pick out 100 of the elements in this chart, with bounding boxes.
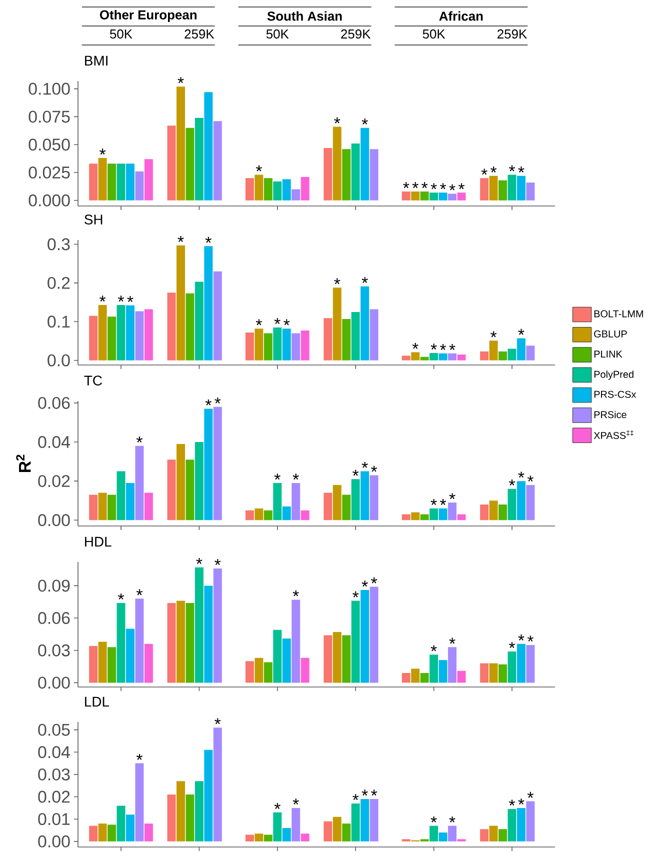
- bar: [402, 514, 410, 520]
- bar: [135, 171, 144, 200]
- bar: [360, 286, 370, 360]
- data-label: *: [362, 790, 368, 796]
- bar: [420, 356, 429, 360]
- bar: [332, 126, 342, 200]
- data-label: *: [214, 718, 221, 724]
- bar: [430, 654, 438, 683]
- bar: [167, 602, 176, 683]
- bar: [402, 356, 410, 360]
- bar: [108, 647, 116, 683]
- data-label: *: [449, 816, 456, 822]
- bar: [402, 191, 410, 200]
- bar: [167, 794, 176, 842]
- bar: [98, 642, 107, 683]
- bar: [186, 293, 194, 360]
- bar: [332, 632, 342, 683]
- data-label: *: [527, 636, 534, 642]
- bar: [342, 824, 351, 842]
- data-label: *: [274, 318, 280, 324]
- x-tick-label: 259K: [498, 29, 527, 39]
- bar: [480, 829, 489, 842]
- bar: [448, 647, 456, 683]
- legend-label: PRSice: [594, 410, 626, 418]
- bar: [370, 149, 378, 200]
- y-tick-label: 0.2: [48, 276, 70, 289]
- data-label: *: [334, 117, 340, 124]
- bar: [108, 316, 116, 360]
- data-label: *: [412, 342, 418, 349]
- bar: [194, 282, 204, 360]
- data-label: *: [490, 331, 497, 338]
- bar: [526, 182, 535, 200]
- bar: [89, 164, 98, 200]
- x-tick-label: 259K: [184, 29, 214, 39]
- data-label: *: [100, 148, 106, 155]
- bar: [264, 333, 272, 360]
- bar: [411, 668, 420, 683]
- bar: [489, 663, 498, 683]
- bar: [489, 500, 498, 520]
- bar: [324, 492, 332, 520]
- data-label: *: [214, 559, 221, 566]
- bar: [135, 763, 144, 842]
- data-label: *: [440, 344, 446, 350]
- bar: [411, 512, 420, 520]
- bar: [360, 799, 370, 842]
- bar: [144, 492, 153, 520]
- bar: [324, 318, 332, 360]
- y-tick-label: 0.050: [28, 138, 70, 151]
- bar: [438, 353, 448, 360]
- bar: [498, 504, 508, 520]
- data-label: *: [292, 474, 299, 480]
- bar: [167, 292, 176, 360]
- bar: [448, 353, 456, 360]
- y-tick-label: 0.06: [38, 612, 70, 624]
- data-label: *: [422, 182, 428, 188]
- bar: [126, 483, 134, 520]
- bar: [116, 806, 126, 842]
- data-label: *: [440, 499, 446, 506]
- bar: [89, 494, 98, 520]
- bar: [213, 271, 222, 360]
- bar: [292, 600, 300, 683]
- data-label: *: [440, 183, 446, 190]
- y-tick-label: 0.01: [38, 813, 70, 826]
- x-tick-label: 50K: [422, 29, 446, 39]
- bar: [282, 638, 291, 683]
- y-tick-label: 0.000: [28, 194, 70, 206]
- bar: [420, 191, 429, 200]
- y-tick-label: 0.02: [38, 475, 70, 488]
- bar: [167, 460, 176, 520]
- bar: [457, 354, 466, 360]
- chart-title: SH: [84, 214, 102, 224]
- bar: [360, 471, 370, 520]
- bar: [176, 600, 185, 683]
- bar: [89, 316, 98, 360]
- y-axis-title: R$^{2}$: [16, 454, 31, 472]
- bar: [144, 309, 153, 360]
- bar: [516, 808, 526, 842]
- bar: [351, 479, 360, 520]
- bar: [254, 508, 264, 520]
- bar: [245, 661, 254, 683]
- bar: [351, 803, 360, 842]
- bar: [489, 826, 498, 842]
- bar: [144, 159, 153, 200]
- bar: [430, 826, 438, 842]
- text: Other European: [100, 10, 196, 22]
- y-tick-label: 0.04: [38, 746, 70, 758]
- data-label: *: [118, 296, 124, 302]
- bar: [411, 352, 420, 360]
- data-label: *: [449, 344, 456, 350]
- data-label: *: [214, 398, 221, 404]
- bar: [430, 352, 438, 360]
- data-label: *: [449, 638, 456, 644]
- data-label: *: [284, 319, 290, 326]
- data-label: *: [362, 580, 368, 587]
- bar: [420, 514, 429, 520]
- legend-label: PRS-CSx: [594, 390, 636, 398]
- bar: [264, 662, 272, 683]
- y-tick-label: 0.04: [38, 436, 70, 448]
- data-label: *: [371, 790, 378, 796]
- data-label: *: [334, 278, 340, 284]
